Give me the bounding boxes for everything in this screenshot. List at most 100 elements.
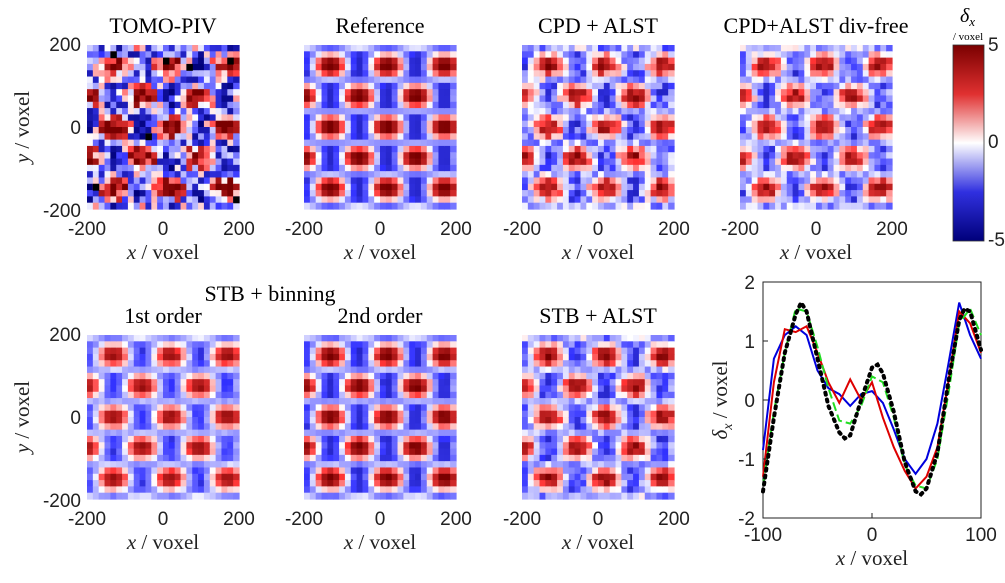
- heatmap-cell: [362, 158, 369, 166]
- heatmap-cell: [586, 127, 593, 134]
- y-tick-label: -1: [738, 450, 755, 471]
- heatmap-cell: [810, 89, 817, 97]
- heatmap-cell: [321, 76, 328, 84]
- heatmap-cell: [574, 82, 582, 90]
- heatmap-cell: [833, 171, 840, 179]
- heatmap-cell: [420, 95, 428, 103]
- heatmap-cell: [586, 76, 593, 84]
- heatmap-cell: [432, 385, 440, 393]
- heatmap-cell: [621, 190, 628, 197]
- heatmap-cell: [174, 196, 182, 204]
- heatmap-cell: [157, 145, 164, 153]
- heatmap-cell: [192, 442, 199, 450]
- heatmap-cell: [168, 335, 176, 342]
- heatmap-cell: [110, 341, 117, 349]
- heatmap-cell: [609, 127, 617, 134]
- heatmap-cell: [821, 171, 829, 179]
- heatmap-cell: [344, 63, 352, 71]
- heatmap-cell: [304, 404, 311, 412]
- heatmap-cell: [420, 473, 428, 481]
- heatmap-cell: [221, 461, 228, 469]
- heatmap-cell: [438, 429, 445, 437]
- heatmap-cell: [862, 190, 870, 197]
- heatmap-cell: [668, 341, 675, 349]
- heatmap-cell: [368, 127, 375, 134]
- heatmap-cell: [574, 108, 582, 115]
- heatmap-cell: [615, 341, 622, 349]
- heatmap-cell: [215, 372, 223, 380]
- heatmap-cell: [98, 366, 106, 374]
- heatmap-cell: [391, 353, 399, 361]
- heatmap-cell: [522, 410, 529, 418]
- heatmap-cell: [127, 486, 135, 494]
- heatmap-cell: [845, 152, 852, 160]
- heatmap-cell: [163, 183, 170, 191]
- heatmap-cell: [98, 454, 106, 462]
- heatmap-cell: [203, 448, 211, 456]
- heatmap-cell: [157, 158, 164, 166]
- heatmap-cell: [621, 171, 628, 179]
- heatmap-cell: [127, 164, 135, 172]
- heatmap-cell: [344, 114, 352, 122]
- heatmap-cell: [592, 385, 599, 393]
- heatmap-cell: [380, 372, 387, 380]
- heatmap-cell: [385, 435, 393, 443]
- heatmap-cell: [662, 76, 669, 84]
- heatmap-cell: [174, 127, 182, 134]
- heatmap-cell: [450, 480, 457, 487]
- heatmap-cell: [385, 63, 393, 71]
- heatmap-cell: [380, 89, 387, 97]
- heatmap-cell: [180, 120, 187, 128]
- heatmap-cell: [198, 171, 205, 179]
- heatmap-cell: [668, 95, 675, 103]
- heatmap-cell: [327, 335, 334, 342]
- heatmap-cell: [444, 473, 451, 481]
- heatmap-cell: [198, 51, 205, 59]
- heatmap-cell: [633, 190, 640, 197]
- heatmap-cell: [780, 120, 788, 128]
- heatmap-cell: [627, 379, 634, 387]
- heatmap-cell: [656, 114, 663, 122]
- heatmap-cell: [87, 202, 94, 210]
- heatmap-cell: [221, 63, 228, 71]
- heatmap-cell: [157, 139, 164, 147]
- heatmap-cell: [116, 158, 123, 166]
- heatmap-cell: [609, 202, 617, 210]
- heatmap-cell: [769, 139, 776, 147]
- heatmap-cell: [621, 133, 628, 141]
- heatmap-cell: [139, 442, 147, 450]
- heatmap-cell: [644, 492, 652, 500]
- heatmap-cell: [769, 114, 776, 122]
- heatmap-cell: [868, 127, 876, 134]
- heatmap-cell: [339, 379, 346, 387]
- heatmap-cell: [598, 89, 605, 97]
- heatmap-cell: [886, 63, 893, 71]
- heatmap-cell: [557, 379, 564, 387]
- heatmap-cell: [409, 196, 416, 204]
- heatmap-cell: [139, 417, 147, 424]
- heatmap-cell: [321, 379, 328, 387]
- heatmap-cell: [145, 145, 152, 153]
- heatmap-cell: [621, 347, 628, 355]
- heatmap-cell: [662, 480, 669, 487]
- heatmap-cell: [420, 101, 428, 109]
- heatmap-cell: [810, 120, 817, 128]
- heatmap-cell: [163, 454, 170, 462]
- heatmap-cell: [522, 435, 529, 443]
- heatmap-cell: [574, 467, 582, 475]
- heatmap-cell: [775, 171, 782, 179]
- heatmap-cell: [157, 133, 164, 141]
- heatmap-cell: [792, 152, 800, 160]
- heatmap-cell: [151, 145, 158, 153]
- heatmap-cell: [151, 202, 158, 210]
- heatmap-cell: [821, 108, 829, 115]
- heatmap-cell: [668, 45, 675, 52]
- heatmap-cell: [769, 202, 776, 210]
- heatmap-cell: [321, 473, 328, 481]
- heatmap-cell: [527, 89, 535, 97]
- heatmap-cell: [656, 398, 663, 405]
- heatmap-cell: [309, 372, 317, 380]
- heatmap-cell: [450, 70, 457, 78]
- heatmap-cell: [403, 366, 410, 374]
